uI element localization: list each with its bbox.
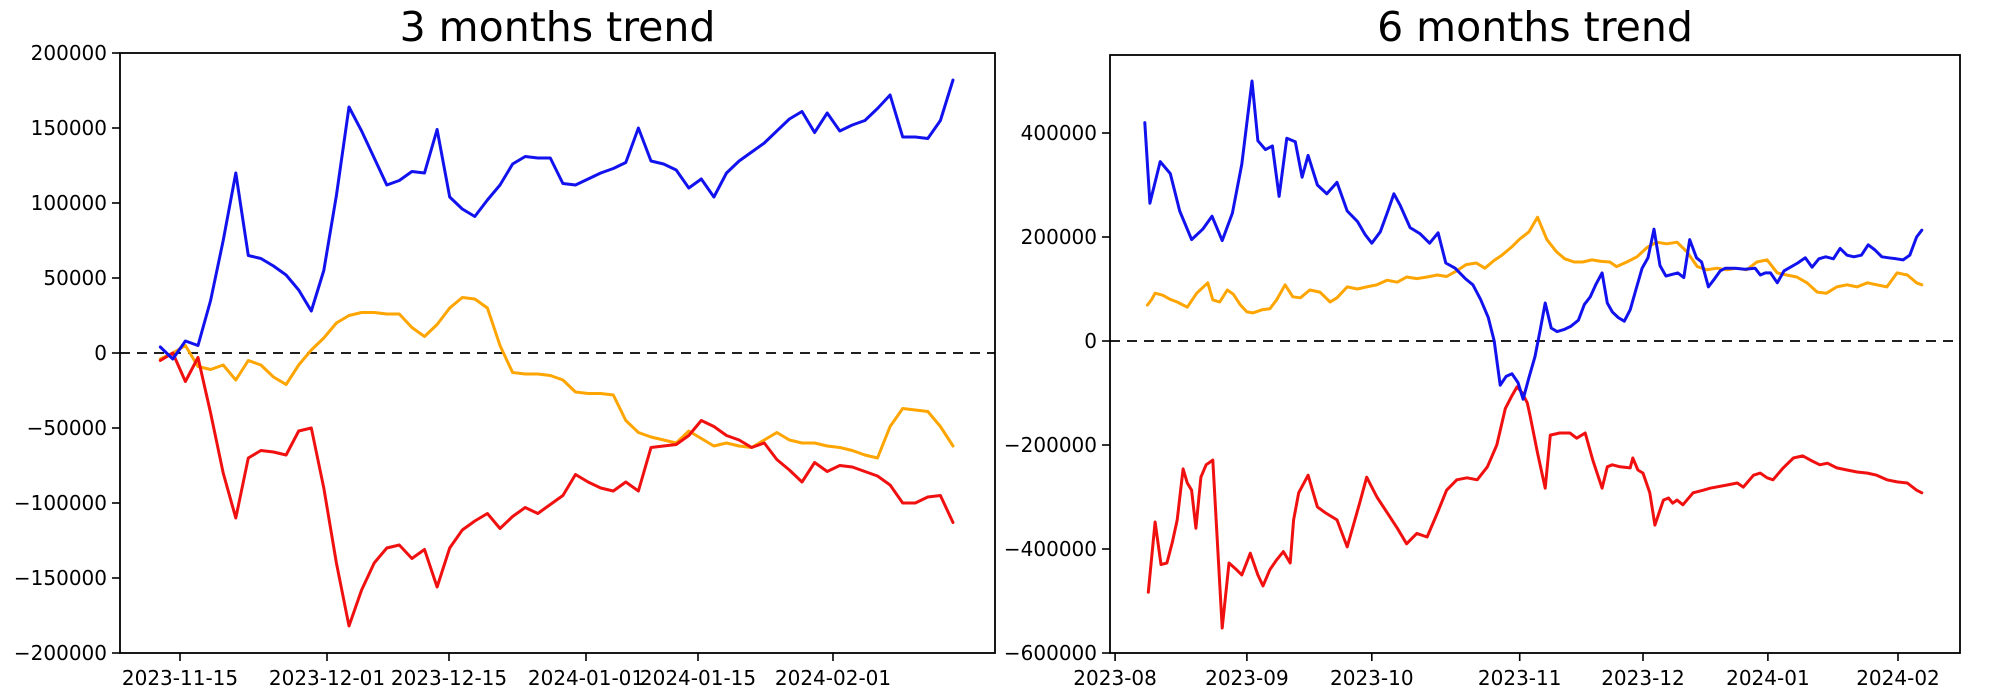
y-tick-label: 50000 <box>43 266 107 290</box>
y-tick-label: 150000 <box>31 116 107 140</box>
series-line-red <box>158 351 955 628</box>
x-tick-label: 2024-02 <box>1856 666 1940 690</box>
x-tick-label: 2024-01-15 <box>640 666 756 690</box>
x-tick-label: 2023-12-01 <box>269 666 385 690</box>
x-tick-label: 2023-11 <box>1478 666 1562 690</box>
series-line-blue <box>1143 79 1924 401</box>
y-tick-label: −400000 <box>1004 537 1097 561</box>
three-months-trend-chart: 200000 150000 100000 50000 0 −50000 −100000 −15… <box>14 41 996 690</box>
y-tick-label: −150000 <box>14 566 107 590</box>
series-line-orange <box>1145 215 1924 315</box>
y-tick-label: 0 <box>94 341 107 365</box>
axes-box <box>119 52 996 654</box>
six-months-trend-chart: 4000002000000−200000−400000−6000002023-0… <box>1004 54 1961 690</box>
x-tick-label: 2023-08 <box>1073 666 1157 690</box>
y-tick-label: 100000 <box>31 191 107 215</box>
x-tick-label: 2024-01-01 <box>528 666 644 690</box>
series-line-red <box>1146 385 1924 630</box>
series-line-orange <box>158 296 955 460</box>
x-tick-label: 2023-11-15 <box>122 666 238 690</box>
chart-title-6-months: 6 months trend <box>1377 3 1693 51</box>
x-tick-label: 2023-12-15 <box>391 666 507 690</box>
x-tick-label: 2023-10 <box>1330 666 1414 690</box>
y-tick-label: 400000 <box>1021 121 1097 145</box>
y-tick-label: −600000 <box>1004 641 1097 665</box>
x-tick-label: 2024-01 <box>1726 666 1810 690</box>
axes-box <box>1109 54 1961 654</box>
y-tick-label: −50000 <box>27 416 107 440</box>
y-tick-label: 0 <box>1084 329 1097 353</box>
y-tick-label: 200000 <box>1021 225 1097 249</box>
y-tick-label: −100000 <box>14 491 107 515</box>
x-tick-label: 2023-12 <box>1601 666 1685 690</box>
x-tick-label: 2023-09 <box>1205 666 1289 690</box>
y-tick-label: −200000 <box>14 641 107 665</box>
chart-title-3-months: 3 months trend <box>399 3 716 51</box>
series-line-blue <box>158 78 955 361</box>
x-tick-label: 2024-02-01 <box>775 666 891 690</box>
y-tick-label: 200000 <box>31 41 107 65</box>
y-tick-label: −200000 <box>1004 433 1097 457</box>
